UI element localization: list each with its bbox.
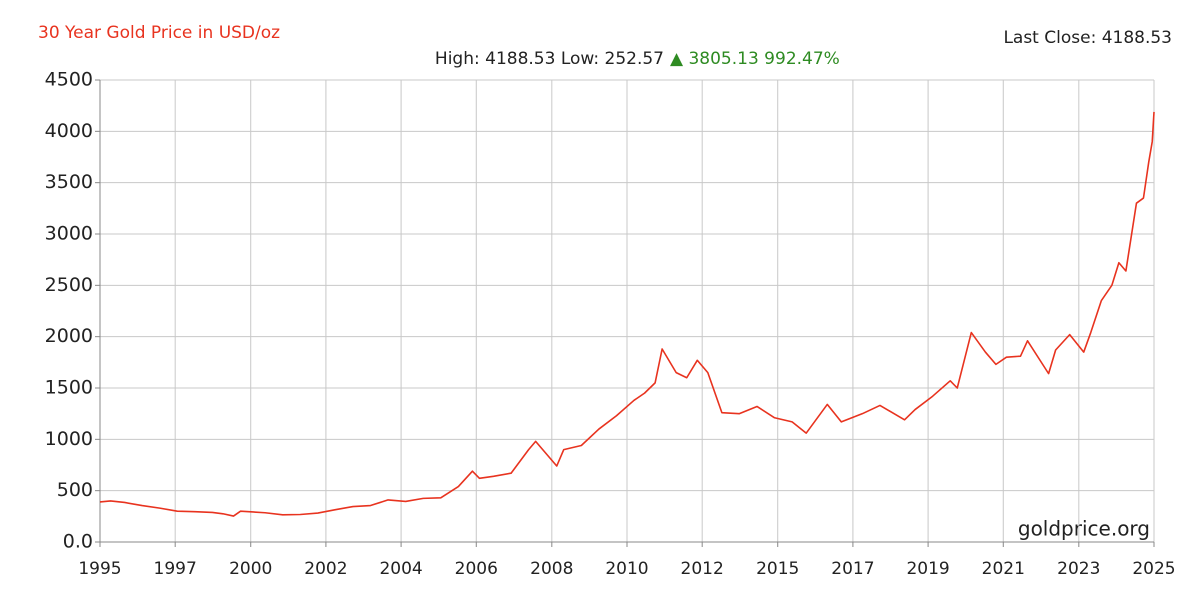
- y-tick-label: 4000: [45, 120, 93, 142]
- y-tick-label: 500: [57, 479, 93, 501]
- x-tick-label: 2021: [982, 559, 1025, 579]
- watermark: goldprice.org: [1018, 517, 1150, 541]
- x-tick-label: 2025: [1132, 559, 1175, 579]
- y-tick-label: 1500: [45, 377, 93, 399]
- x-tick-label: 2006: [455, 559, 498, 579]
- x-tick-label: 2015: [756, 559, 799, 579]
- y-tick-label: 3500: [45, 171, 93, 193]
- x-tick-label: 2002: [304, 559, 347, 579]
- chart-title: 30 Year Gold Price in USD/oz: [38, 23, 280, 43]
- last-close: Last Close: 4188.53: [1003, 28, 1172, 48]
- x-tick-label: 2012: [681, 559, 724, 579]
- y-tick-label: 2500: [45, 274, 93, 296]
- x-tick-label: 1997: [154, 559, 197, 579]
- price-line: [99, 111, 1155, 517]
- x-tick-label: 2004: [379, 559, 422, 579]
- x-tick-label: 1995: [78, 559, 121, 579]
- x-tick-label: 2019: [906, 559, 949, 579]
- x-tick-label: 2010: [605, 559, 648, 579]
- high-low: High: 4188.53 Low: 252.57: [435, 49, 664, 69]
- x-tick-label: 2023: [1057, 559, 1100, 579]
- y-tick-label: 4500: [45, 69, 93, 91]
- change: ▲ 3805.13 992.47%: [670, 49, 840, 69]
- x-tick-label: 2008: [530, 559, 573, 579]
- y-tick-label: 0.0: [63, 531, 93, 553]
- y-tick-label: 2000: [45, 325, 93, 347]
- y-tick-label: 1000: [45, 428, 93, 450]
- y-tick-label: 3000: [45, 223, 93, 245]
- x-tick-label: 2000: [229, 559, 272, 579]
- x-tick-label: 2017: [831, 559, 874, 579]
